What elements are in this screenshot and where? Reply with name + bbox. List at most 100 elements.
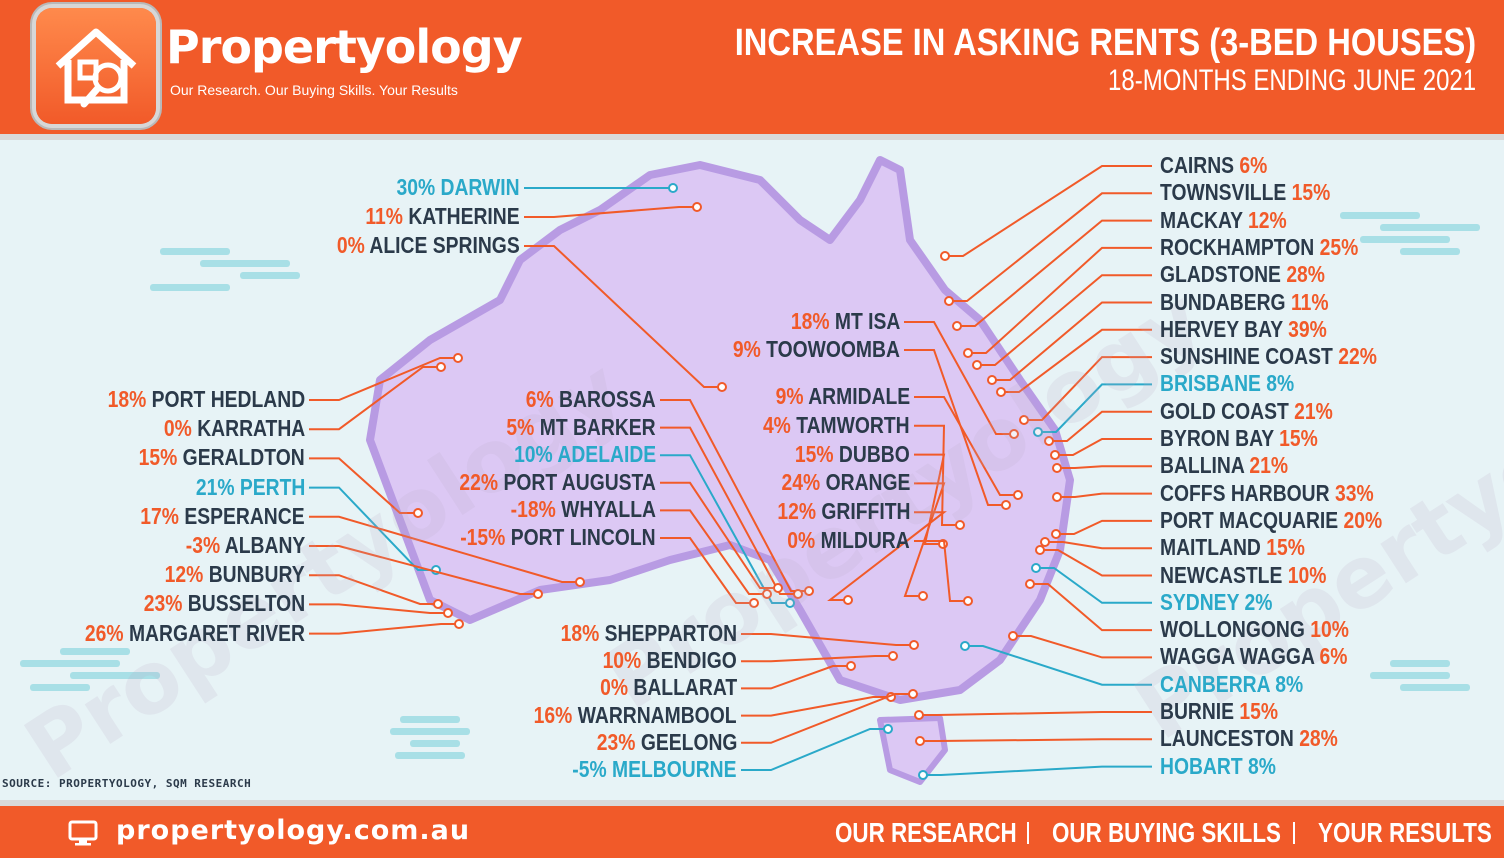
rent-change-value: 10% xyxy=(1287,561,1327,588)
footer-link-our-research[interactable]: OUR RESEARCH xyxy=(835,817,1017,848)
location-dot xyxy=(668,183,678,193)
region-name: GRIFFITH xyxy=(820,498,910,525)
location-dot xyxy=(1031,563,1041,573)
footer-bar xyxy=(0,806,1504,858)
region-label-wagga-wagga: WAGGA WAGGA 6% xyxy=(1160,643,1347,670)
region-label-newcastle: NEWCASTLE 10% xyxy=(1160,562,1326,589)
mainland-australia-shape xyxy=(366,156,1074,704)
footer-link-our-buying-skills[interactable]: OUR BUYING SKILLS xyxy=(1052,817,1281,848)
region-label-perth: 21% PERTH xyxy=(195,474,305,501)
region-label-wollongong: WOLLONGONG 10% xyxy=(1160,616,1349,643)
rent-change-value: 9% xyxy=(775,383,804,409)
region-label-mt-isa: 18% MT ISA xyxy=(790,308,900,335)
leader-line xyxy=(741,665,851,690)
location-dot xyxy=(433,599,443,609)
rent-change-value: 6% xyxy=(1319,643,1348,670)
location-dot xyxy=(883,724,893,734)
region-label-coffs-harbour: COFFS HARBOUR 33% xyxy=(1160,480,1374,507)
rent-change-value: 28% xyxy=(1299,725,1338,752)
region-name: BALLINA xyxy=(1160,452,1245,479)
leader-line xyxy=(309,357,458,401)
page-title: INCREASE IN ASKING RENTS (3-BED HOUSES) xyxy=(734,22,1476,64)
region-name: MILDURA xyxy=(820,527,910,553)
leader-line xyxy=(741,633,914,646)
location-dot xyxy=(1001,500,1011,510)
location-dot xyxy=(1033,427,1043,437)
leader-line xyxy=(1001,328,1152,393)
location-dot xyxy=(963,596,973,606)
rent-change-value: -5% xyxy=(572,756,608,782)
region-label-armidale: 9% ARMIDALE xyxy=(775,383,910,410)
region-name: MAITLAND xyxy=(1160,534,1261,561)
location-dot xyxy=(1009,429,1019,439)
location-dot xyxy=(846,661,856,671)
leader-line xyxy=(741,696,891,717)
location-dot xyxy=(717,382,727,392)
region-name: KARRATHA xyxy=(196,415,305,442)
leader-line xyxy=(660,537,754,604)
leader-line xyxy=(914,540,968,602)
water-dashes xyxy=(20,212,1480,759)
region-label-sydney: SYDNEY 2% xyxy=(1160,589,1272,616)
region-label-burnie: BURNIE 15% xyxy=(1160,698,1278,725)
leader-line xyxy=(827,511,947,601)
region-name: BUNDABERG xyxy=(1160,288,1286,315)
rent-change-value: 26% xyxy=(84,619,124,646)
region-label-sunshine-coast: SUNSHINE COAST 22% xyxy=(1160,343,1377,370)
region-name: BALLARAT xyxy=(633,674,737,701)
region-name: ALBANY xyxy=(224,532,305,558)
location-dot xyxy=(944,296,954,306)
house-magnifier-logo-icon xyxy=(36,8,156,124)
region-name: ESPERANCE xyxy=(184,502,305,529)
region-label-karratha: 0% KARRATHA xyxy=(164,415,305,442)
leader-line xyxy=(1038,383,1152,433)
location-dot xyxy=(692,202,702,212)
region-label-geraldton: 15% GERALDTON xyxy=(139,444,305,471)
rent-change-value: 15% xyxy=(1266,534,1305,561)
rent-change-value: 15% xyxy=(138,444,178,471)
region-name: PERTH xyxy=(239,473,305,500)
location-dot xyxy=(940,251,950,261)
footer-link-your-results[interactable]: YOUR RESULTS xyxy=(1318,817,1492,848)
rent-change-value: 12% xyxy=(1248,206,1287,233)
region-label-port-lincoln: -15% PORT LINCOLN xyxy=(461,524,656,551)
rent-change-value: 11% xyxy=(1290,288,1329,315)
region-name: WOLLONGONG xyxy=(1160,616,1305,643)
leader-line xyxy=(1056,519,1152,535)
rent-change-value: 8% xyxy=(1275,670,1304,697)
location-dot xyxy=(909,640,919,650)
leader-line xyxy=(1057,465,1152,469)
leader-line xyxy=(914,396,1018,496)
leader-line xyxy=(914,453,946,545)
location-dot xyxy=(914,710,924,720)
region-label-mildura: 0% MILDURA xyxy=(788,527,910,554)
region-label-townsville: TOWNSVILLE 15% xyxy=(1160,179,1330,206)
leader-line xyxy=(914,424,960,526)
region-label-albany: -3% ALBANY xyxy=(185,532,305,559)
rent-change-value: 15% xyxy=(1239,698,1279,724)
location-dot xyxy=(1019,415,1029,425)
leader-line xyxy=(945,165,1152,257)
location-dot xyxy=(749,598,759,608)
location-dot xyxy=(762,589,772,599)
leader-line xyxy=(524,245,722,388)
location-dot xyxy=(453,353,463,363)
footer-separator xyxy=(1293,822,1295,844)
header-bar xyxy=(0,0,1504,134)
region-name: HERVEY BAY xyxy=(1160,315,1283,342)
region-label-ballina: BALLINA 21% xyxy=(1160,452,1288,479)
rent-change-value: 24% xyxy=(781,469,820,496)
rent-change-value: -15% xyxy=(460,524,506,550)
region-label-whyalla: -18% WHYALLA xyxy=(511,496,656,523)
rent-change-value: 18% xyxy=(107,386,147,412)
rent-change-value: 0% xyxy=(163,415,192,442)
region-label-gold-coast: GOLD COAST 21% xyxy=(1160,398,1333,425)
region-name: TAMWORTH xyxy=(796,411,910,438)
leader-line xyxy=(1045,541,1152,550)
leader-line xyxy=(309,366,441,431)
region-label-katherine: 11% KATHERINE xyxy=(366,203,520,230)
website-link[interactable]: propertyology.com.au xyxy=(116,815,471,846)
leader-line xyxy=(977,274,1152,366)
leader-line xyxy=(524,206,697,218)
tasmania-shape xyxy=(877,715,948,785)
